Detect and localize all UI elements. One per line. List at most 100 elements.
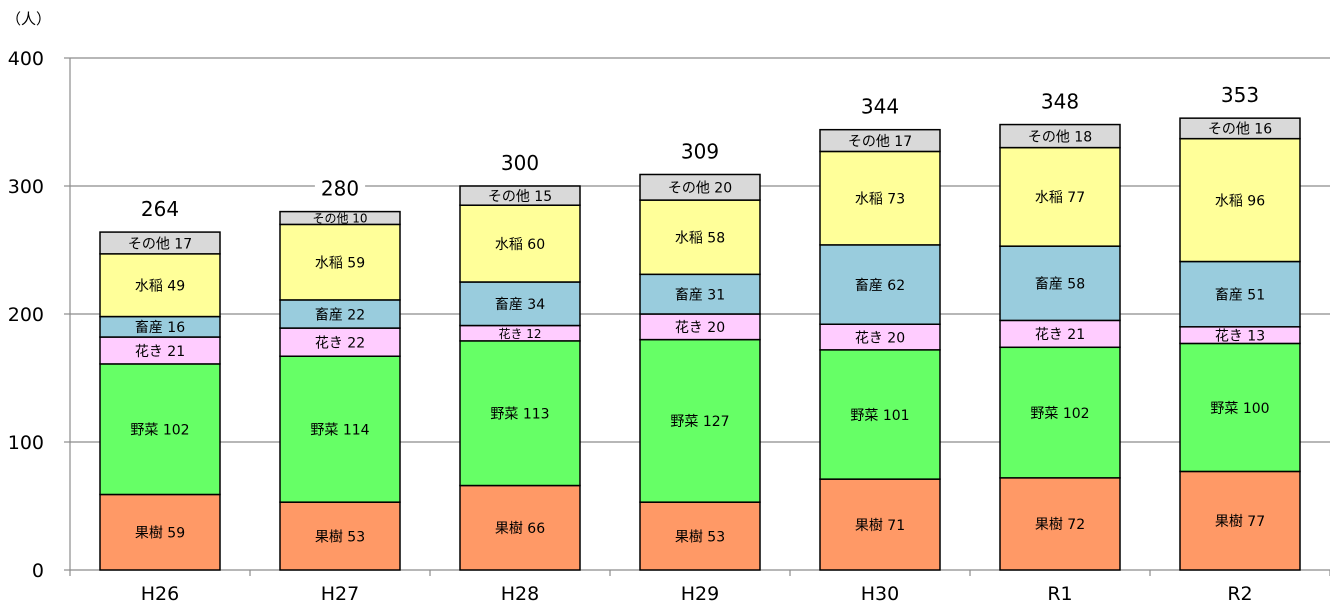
- data-label: その他 20: [668, 181, 732, 197]
- total-label-background: [1034, 89, 1086, 114]
- x-tick-label: H27: [321, 583, 359, 605]
- data-label: 畜産 62: [855, 278, 905, 294]
- data-label: その他 15: [488, 189, 552, 205]
- bar-segment: [1179, 137, 1301, 263]
- y-tick-label: 200: [8, 304, 44, 326]
- total-label: 264: [141, 197, 179, 221]
- bar-segment: [99, 493, 221, 571]
- data-label: 花き 20: [675, 320, 725, 336]
- bar-segment: [99, 336, 221, 365]
- total-label-background: [134, 197, 186, 222]
- bar-segment: [819, 128, 941, 153]
- bar-segment: [1179, 470, 1301, 571]
- y-tick-label: 400: [8, 48, 44, 70]
- bar-segment: [819, 323, 941, 351]
- y-tick-label: 100: [8, 432, 44, 454]
- total-label-background: [494, 151, 546, 175]
- bar-segment: [1179, 342, 1301, 473]
- bar-segment: [999, 477, 1121, 571]
- x-tick-label: H26: [141, 583, 179, 605]
- bar-segment: [639, 199, 761, 276]
- total-label-background: [1214, 83, 1266, 108]
- bar-segment: [819, 478, 941, 571]
- bar-segment: [639, 313, 761, 341]
- y-tick-label: 300: [8, 176, 44, 198]
- total-label-background: [674, 139, 726, 164]
- bar-segment: [639, 338, 761, 503]
- bar-segment: [639, 173, 761, 201]
- data-label: 花き 21: [135, 344, 185, 360]
- bar-segment: [99, 253, 221, 318]
- bar-segment: [459, 185, 581, 206]
- bar-segment: [279, 210, 401, 226]
- data-label: その他 18: [1028, 129, 1092, 145]
- total-label: 300: [501, 151, 539, 175]
- data-label: 野菜 127: [670, 414, 729, 430]
- data-label: 水稲 49: [135, 279, 185, 295]
- total-label-background: [854, 94, 906, 119]
- bar-segment: [819, 244, 941, 325]
- data-label: 水稲 96: [1215, 193, 1265, 209]
- data-label: その他 17: [128, 236, 192, 252]
- bar-segment: [999, 346, 1121, 479]
- x-tick-label: R1: [1047, 583, 1072, 605]
- data-label: 果樹 66: [495, 521, 545, 537]
- x-tick-label: H30: [861, 583, 899, 605]
- data-label: 畜産 58: [1035, 277, 1085, 293]
- data-label: 畜産 31: [675, 287, 725, 303]
- data-label: 水稲 59: [315, 255, 365, 271]
- data-label: 畜産 22: [315, 307, 365, 323]
- data-label: 花き 12: [498, 326, 541, 341]
- bar-segment: [1179, 117, 1301, 140]
- bar-segment: [999, 123, 1121, 149]
- y-axis-unit-label: （人）: [6, 10, 52, 28]
- total-label: 309: [681, 139, 719, 163]
- data-label: 野菜 113: [490, 407, 549, 423]
- bar-segment: [279, 327, 401, 357]
- data-label: 果樹 71: [855, 518, 905, 534]
- bar-segment: [639, 501, 761, 571]
- data-label: 野菜 102: [1030, 406, 1089, 422]
- data-label: 果樹 53: [315, 529, 365, 545]
- data-label: 果樹 53: [675, 529, 725, 545]
- data-label: 水稲 58: [675, 231, 725, 247]
- data-label: 野菜 102: [130, 423, 189, 439]
- data-label: その他 17: [848, 134, 912, 150]
- data-label: 水稲 73: [855, 191, 905, 207]
- bar-segment: [459, 281, 581, 327]
- data-label: 花き 13: [1215, 328, 1265, 344]
- bar-segment: [99, 231, 221, 255]
- bar-segment: [459, 340, 581, 487]
- total-label: 348: [1041, 90, 1079, 114]
- data-label: 花き 20: [855, 330, 905, 346]
- data-label: 畜産 16: [135, 320, 185, 336]
- data-label: 花き 21: [1035, 327, 1085, 343]
- bar-segment: [279, 501, 401, 571]
- bar-segment: [279, 223, 401, 301]
- x-tick-label: R2: [1227, 583, 1252, 605]
- y-tick-label: 0: [32, 560, 44, 582]
- data-label: その他 16: [1208, 122, 1272, 138]
- bar-segment: [1179, 260, 1301, 328]
- data-label: 水稲 60: [495, 237, 545, 253]
- x-tick-label: H28: [501, 583, 539, 605]
- bar-segment: [819, 349, 941, 480]
- x-tick-label: H29: [681, 583, 719, 605]
- data-label: 果樹 59: [135, 526, 185, 542]
- total-label: 280: [321, 177, 359, 201]
- total-label-background: [314, 176, 366, 201]
- data-label: 野菜 100: [1210, 401, 1269, 417]
- data-label: 果樹 77: [1215, 514, 1265, 530]
- total-label: 344: [861, 95, 899, 119]
- total-label: 353: [1221, 83, 1259, 107]
- bar-segment: [639, 273, 761, 315]
- data-label: 野菜 101: [850, 408, 909, 424]
- bar-segment: [279, 299, 401, 329]
- bar-segment: [819, 150, 941, 246]
- bar-segment: [99, 363, 221, 496]
- data-label: 野菜 114: [310, 423, 369, 439]
- bar-segment: [459, 484, 581, 571]
- data-label: その他 10: [312, 212, 367, 226]
- bar-segment: [279, 355, 401, 503]
